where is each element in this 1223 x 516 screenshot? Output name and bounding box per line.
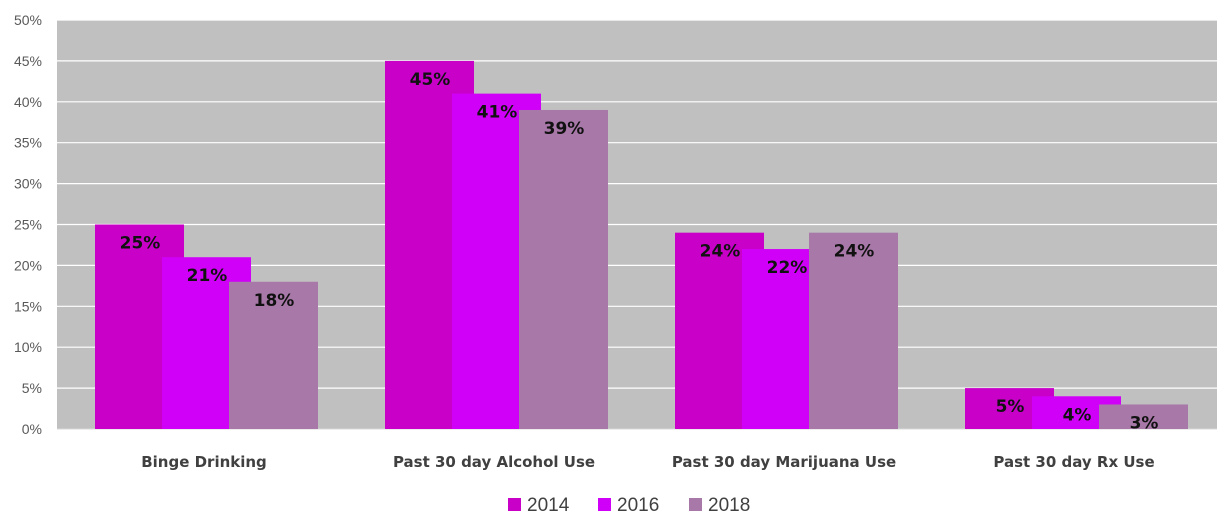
y-tick-label: 35% — [14, 135, 42, 151]
data-label: 3% — [1130, 413, 1159, 433]
legend-label: 2014 — [527, 495, 570, 516]
y-tick-label: 40% — [14, 94, 42, 110]
data-label: 4% — [1063, 405, 1092, 425]
legend-label: 2016 — [617, 495, 659, 516]
data-label: 21% — [187, 266, 228, 286]
bar-2018 — [809, 232, 898, 429]
data-label: 5% — [996, 397, 1025, 417]
data-label: 39% — [544, 119, 585, 139]
data-label: 22% — [767, 258, 808, 278]
y-tick-label: 30% — [14, 176, 42, 192]
bars — [95, 60, 1188, 430]
legend-swatch-2016 — [598, 498, 611, 511]
y-tick-label: 10% — [14, 339, 42, 355]
x-tick-label: Binge Drinking — [141, 453, 267, 471]
y-tick-label: 45% — [14, 53, 42, 69]
legend-swatch-2018 — [689, 498, 702, 511]
y-tick-label: 20% — [14, 257, 42, 273]
bar-2018 — [519, 109, 608, 429]
x-tick-label: Past 30 day Rx Use — [993, 453, 1154, 471]
y-tick-label: 15% — [14, 298, 42, 314]
y-tick-label: 5% — [22, 380, 42, 396]
x-tick-label: Past 30 day Alcohol Use — [393, 453, 595, 471]
data-labels: 25% 21% 18% 45% 41% 39% 24% 22% 24% 5% 4% 3% — [120, 70, 1159, 434]
x-tick-label: Past 30 day Marijuana Use — [672, 453, 896, 471]
data-label: 41% — [477, 103, 518, 123]
bar-2018 — [1099, 404, 1188, 429]
y-tick-label: 0% — [22, 421, 42, 437]
bar-2018 — [229, 281, 318, 429]
x-axis: Binge Drinking Past 30 day Alcohol Use Pas… — [141, 453, 1154, 471]
data-label: 18% — [254, 291, 295, 311]
data-label: 24% — [834, 242, 875, 262]
legend-label: 2018 — [708, 495, 750, 516]
y-axis: 0% 5% 10% 15% 20% 25% 30% 35% 40% 45% 50% — [14, 12, 42, 437]
legend-swatch-2014 — [508, 498, 521, 511]
legend: 2014 2016 2018 — [508, 495, 750, 516]
y-tick-label: 50% — [14, 12, 42, 28]
data-label: 45% — [410, 70, 451, 90]
data-label: 24% — [700, 242, 741, 262]
data-label: 25% — [120, 234, 161, 254]
y-tick-label: 25% — [14, 217, 42, 233]
